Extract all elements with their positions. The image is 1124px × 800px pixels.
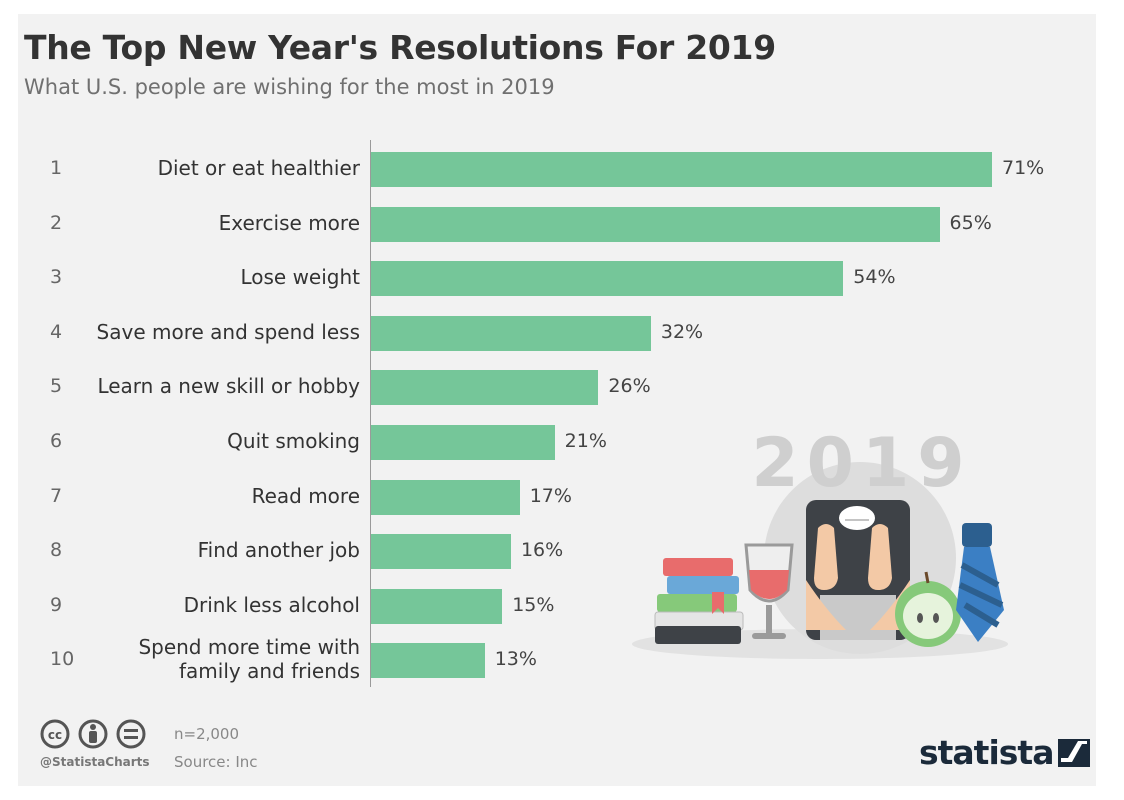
value-label: 16% (520, 539, 564, 562)
attribution-icon (78, 719, 108, 749)
creative-commons-icon: cc (40, 719, 70, 749)
rank-label: 2 (50, 211, 63, 234)
bar-row: 8 Find another job 16% (18, 523, 1096, 577)
bar-chart: 1 Diet or eat healthier 71% 2 Exercise more 6… (18, 140, 1096, 700)
bar (371, 315, 651, 351)
category-label: Find another job (197, 538, 360, 563)
statista-handle: @StatistaCharts (40, 755, 150, 769)
category-label: Save more and spend less (96, 319, 360, 344)
statista-logo-icon (1058, 738, 1091, 767)
sample-size: n=2,000 (174, 725, 240, 743)
category-label: Exercise more (218, 210, 360, 235)
svg-text:cc: cc (48, 728, 62, 742)
bar-row: 3 Lose weight 54% (18, 250, 1096, 304)
rank-label: 8 (50, 539, 63, 562)
bar (371, 261, 844, 297)
bar-row: 5 Learn a new skill or hobby 26% (18, 359, 1096, 413)
bar-row: 4 Save more and spend less 32% (18, 305, 1096, 359)
books-icon (654, 558, 744, 644)
category-label: Quit smoking (227, 429, 360, 453)
rank-label: 3 (50, 266, 63, 289)
value-label: 17% (529, 484, 572, 507)
bar (371, 643, 485, 679)
category-label: Drink less alcohol (183, 592, 360, 617)
bar (371, 425, 555, 460)
value-label: 15% (512, 593, 555, 616)
statista-brand[interactable]: statista (919, 733, 1091, 772)
value-label: 65% (949, 211, 992, 234)
rank-label: 5 (50, 375, 63, 398)
bar (371, 152, 992, 187)
rank-label: 1 (50, 157, 63, 179)
category-label: Lose weight (240, 265, 360, 290)
value-label: 71% (1002, 157, 1045, 179)
category-label: Spend more time with family and friends (138, 635, 360, 684)
category-label: Read more (251, 483, 360, 508)
category-axis-line (370, 140, 371, 687)
bar (371, 370, 599, 406)
rank-label: 9 (50, 593, 63, 616)
category-label: Diet or eat healthier (157, 156, 360, 180)
bar-row: 1 Diet or eat healthier 71% (18, 141, 1096, 195)
bar-row: 7 Read more 17% (18, 469, 1096, 523)
value-label: 13% (494, 648, 537, 671)
category-label: Learn a new skill or hobby (97, 374, 360, 399)
value-label: 26% (608, 375, 651, 398)
left-foot-icon (814, 524, 838, 590)
bar-row: 6 Quit smoking 21% (18, 414, 1096, 468)
year-text: 2019 (751, 424, 972, 503)
right-foot-icon (868, 524, 892, 590)
bar-row: 2 Exercise more 65% (18, 196, 1096, 250)
license-icons: cc (40, 719, 146, 749)
tie-icon (956, 523, 1004, 642)
bar (371, 479, 520, 515)
bar-row: 9 Drink less alcohol 15% (18, 578, 1096, 632)
chart-subtitle: What U.S. people are wishing for the mos… (24, 75, 555, 99)
rank-label: 7 (50, 484, 63, 507)
rank-label: 6 (50, 430, 63, 452)
source-note: Source: Inc (174, 753, 258, 771)
bar (371, 588, 503, 624)
chart-title: The Top New Year's Resolutions For 2019 (24, 28, 776, 67)
no-derivatives-icon (116, 719, 146, 749)
value-label: 21% (564, 430, 607, 452)
wine-glass-icon (744, 543, 794, 639)
value-label: 32% (660, 320, 704, 343)
apple-icon (895, 571, 961, 647)
statista-wordmark: statista (919, 733, 1054, 772)
value-label: 54% (853, 266, 896, 289)
bar (371, 206, 940, 242)
rank-label: 4 (50, 320, 63, 343)
bar-row: 10 Spend more time with family and friends… (18, 632, 1096, 686)
bar (371, 534, 511, 570)
rank-label: 10 (50, 648, 75, 671)
